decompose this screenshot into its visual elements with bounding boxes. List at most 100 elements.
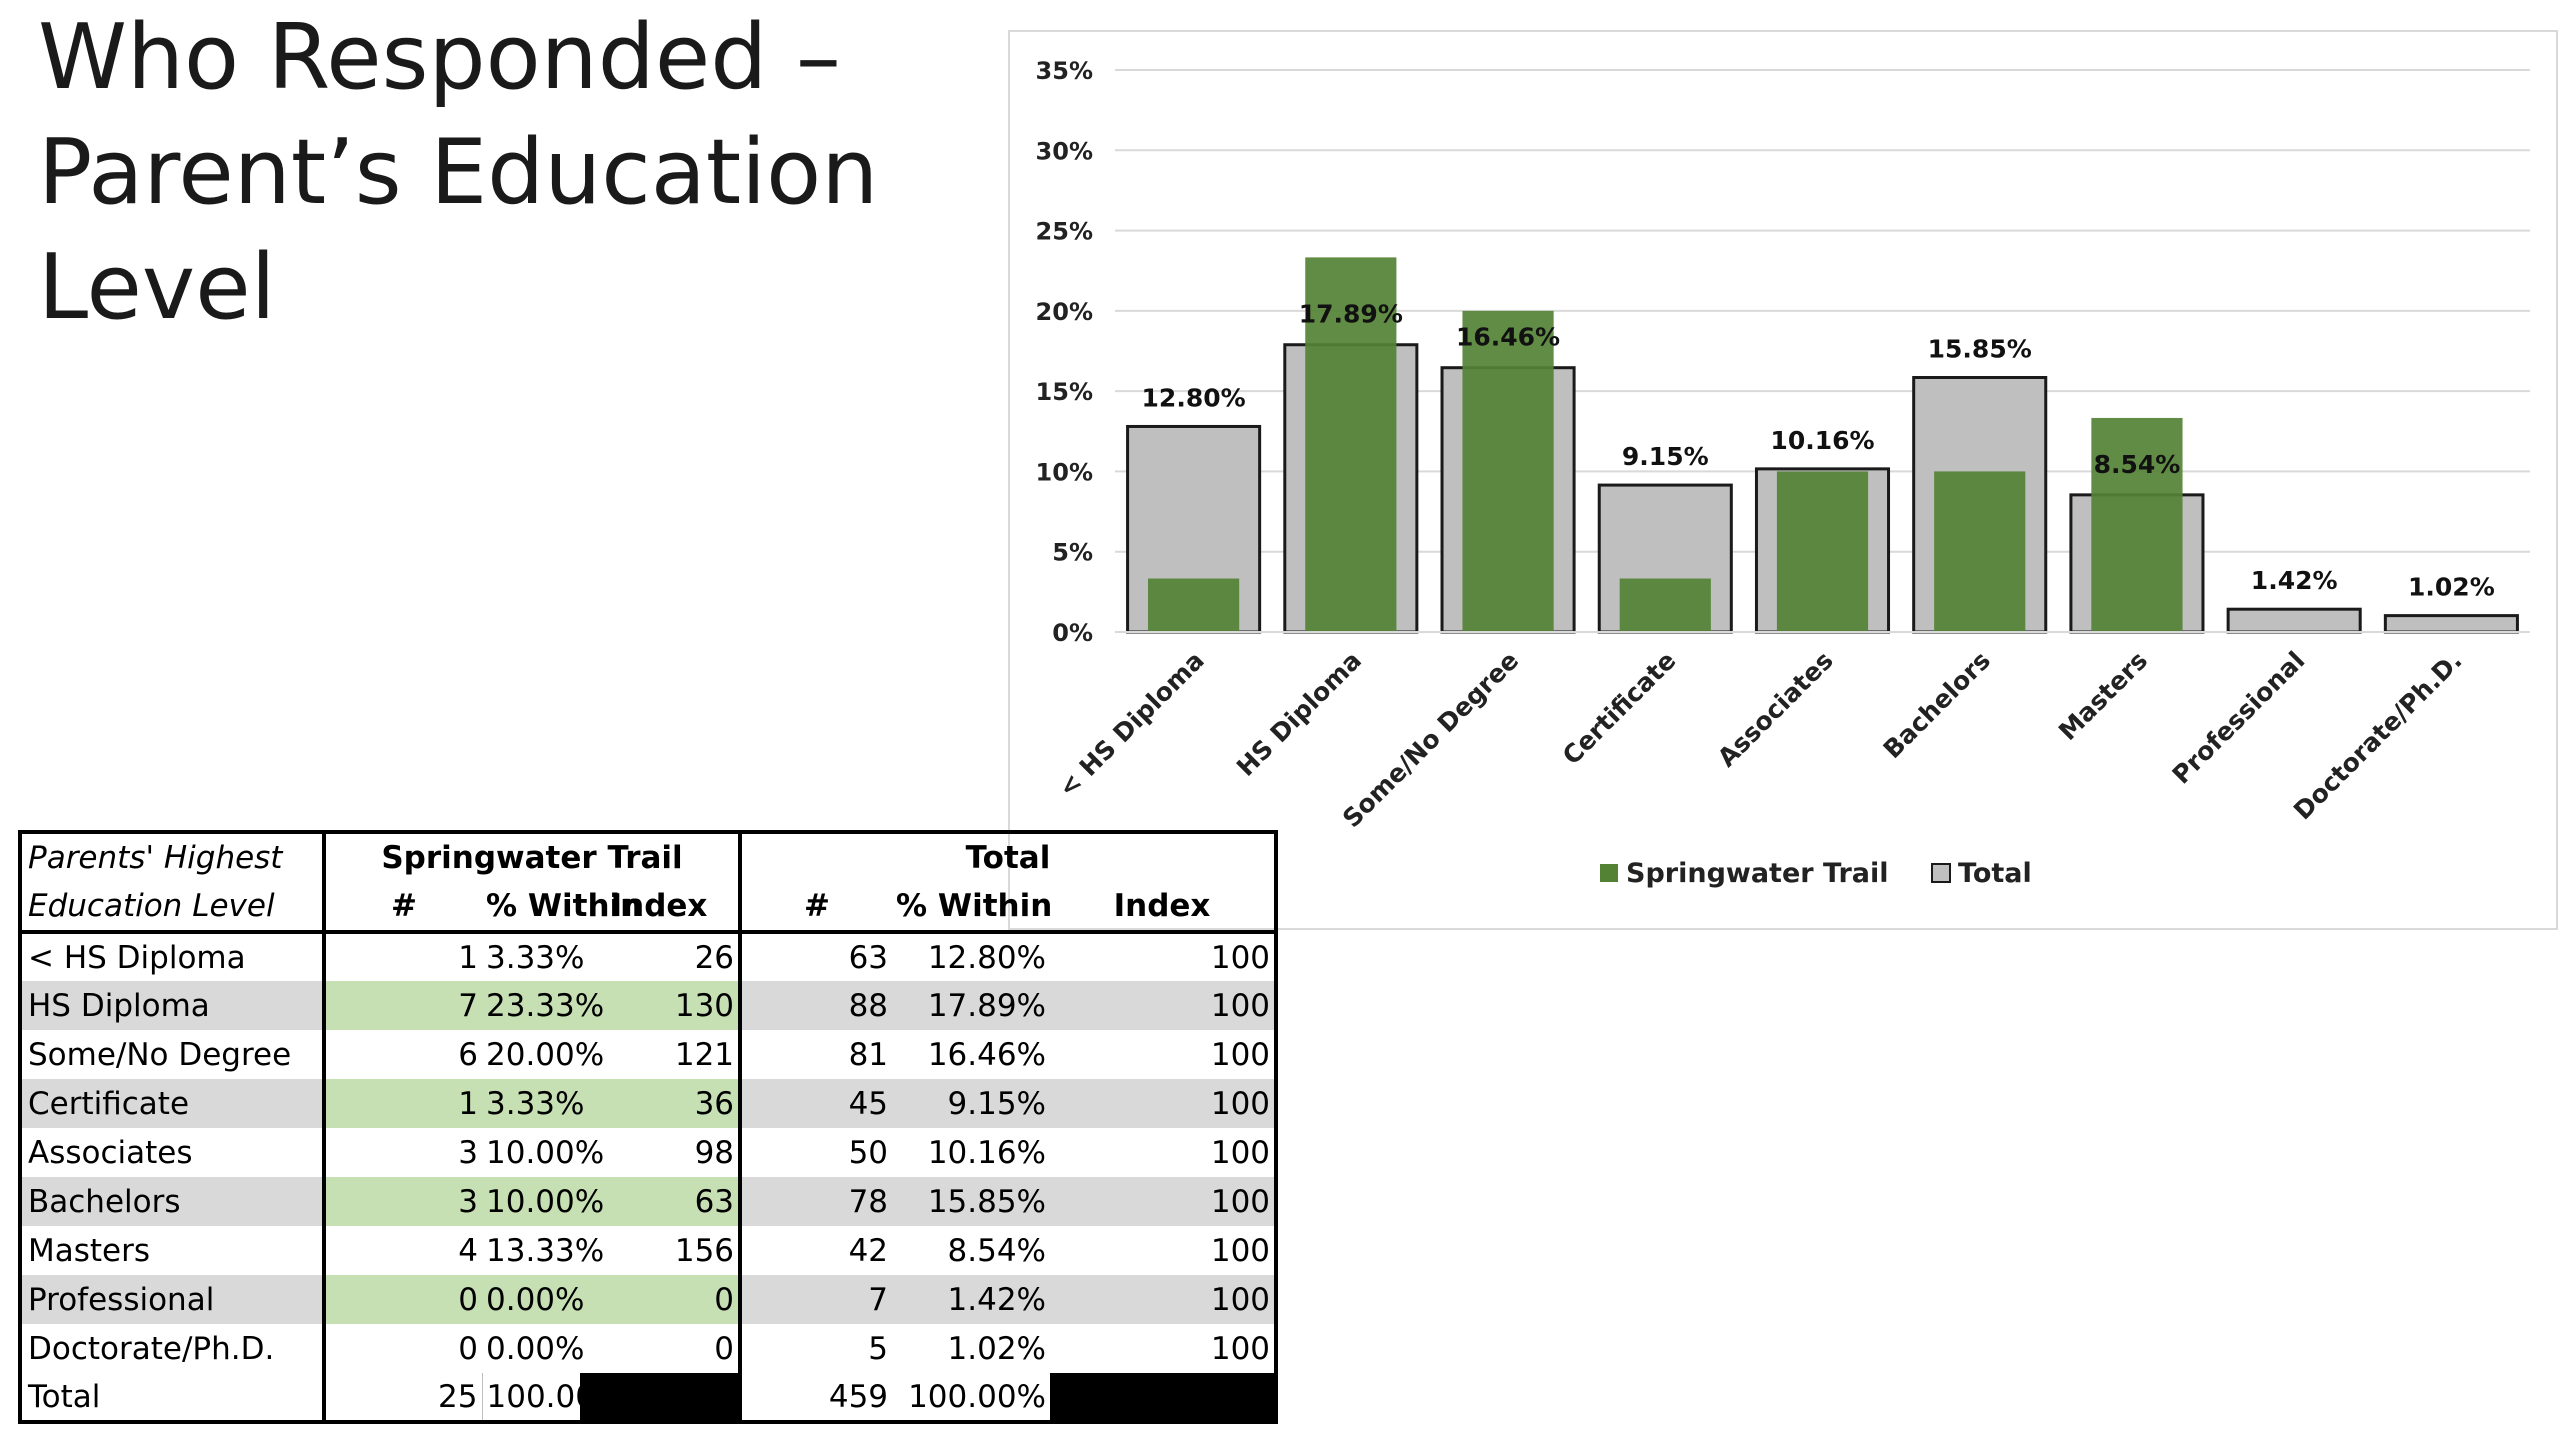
y-tick-label: 30%: [1036, 137, 1093, 165]
table-row: Professional 0 0.00% 0 7 1.42% 100: [20, 1275, 1277, 1324]
sw-index: 63: [580, 1177, 743, 1226]
sw-index: 156: [580, 1226, 743, 1275]
category-label: Masters: [2053, 646, 2153, 746]
row-label: Bachelors: [20, 1177, 326, 1226]
row-label: Doctorate/Ph.D.: [20, 1324, 326, 1373]
t-within: 10.16%: [927, 1134, 1047, 1171]
data-label: 1.02%: [2408, 573, 2495, 602]
col-header-sw-within: % Within: [482, 882, 642, 934]
t-within: 15.85%: [892, 1177, 1051, 1226]
total-t-within: 100.00%: [908, 1378, 1047, 1415]
t-count: 63: [848, 939, 889, 976]
t-index: 100: [1050, 981, 1277, 1030]
t-index: 100: [1050, 1177, 1277, 1226]
category-label: HS Diploma: [1231, 646, 1367, 782]
t-count: 45: [740, 1079, 893, 1128]
legend-swatch: [1931, 863, 1951, 883]
sw-count: 4: [458, 1232, 478, 1269]
t-count: 88: [740, 981, 893, 1030]
col-header-sw-index: Index: [580, 882, 743, 934]
t-within: 12.80%: [927, 939, 1047, 976]
t-index: 100: [1210, 1036, 1271, 1073]
total-sw-index-blank: [580, 1373, 743, 1422]
table-row: Certificate 1 3.33% 36 45 9.15% 100: [20, 1079, 1277, 1128]
row-label: Some/No Degree: [20, 1030, 326, 1079]
springwater-bar: [1462, 310, 1554, 632]
table-row: Doctorate/Ph.D. 0 0.00% 0 5 1.02% 100: [20, 1324, 1276, 1373]
total-t-index-blank: [1050, 1373, 1277, 1422]
total-sw-count: 25: [324, 1373, 483, 1422]
legend-label: Total: [1958, 858, 2032, 889]
group-header-springwater: Springwater Trail: [324, 832, 743, 882]
chart-frame: 0% 5% 10% 15% 20% 25% 30% 35% 12.80% < HS Diploma…: [1008, 30, 2558, 930]
legend-swatch: [1600, 864, 1618, 882]
data-label: 12.80%: [1142, 383, 1246, 412]
education-table: Parents' Highest Springwater Trail Total…: [18, 830, 1279, 1424]
y-tick-label: 5%: [1052, 539, 1093, 567]
sw-within: 3.33%: [482, 1079, 584, 1128]
row-label: Professional: [20, 1275, 326, 1324]
springwater-bar: [1619, 578, 1711, 632]
t-count: 7: [740, 1275, 893, 1324]
table-row: Bachelors 3 10.00% 63 78 15.85% 100: [20, 1177, 1277, 1226]
row-label: Certificate: [20, 1079, 326, 1128]
sw-within: 13.33%: [486, 1232, 605, 1269]
table-row: Associates 3 10.00% 98 50 10.16% 100: [20, 1128, 1276, 1177]
col-header-t-count: #: [740, 882, 893, 934]
category-label: Certificate: [1557, 646, 1682, 771]
table-row: < HS Diploma 1 3.33% 26 63 12.80% 100: [20, 932, 1276, 981]
springwater-bar: [1776, 471, 1869, 632]
row-label: < HS Diploma: [20, 932, 326, 981]
sw-count: 1: [324, 1079, 482, 1128]
y-tick-label: 15%: [1036, 378, 1093, 406]
sw-count: 6: [458, 1036, 478, 1073]
y-tick-label: 35%: [1036, 57, 1093, 85]
t-within: 9.15%: [892, 1079, 1051, 1128]
t-count: 42: [848, 1232, 889, 1269]
t-within: 8.54%: [947, 1232, 1047, 1269]
data-label: 1.42%: [2251, 566, 2338, 595]
table-row: Masters 4 13.33% 156 42 8.54% 100: [20, 1226, 1276, 1275]
springwater-bar: [1934, 471, 2026, 632]
sw-count: 7: [324, 981, 482, 1030]
t-index: 100: [1050, 1079, 1277, 1128]
sw-within: 3.33%: [486, 939, 585, 976]
row-header-line2: Education Level: [20, 882, 326, 934]
sw-count: 0: [324, 1275, 482, 1324]
t-within: 17.89%: [892, 981, 1051, 1030]
col-header-t-index: Index: [1050, 882, 1277, 934]
t-index: 100: [1210, 1232, 1271, 1269]
row-label: Associates: [20, 1128, 326, 1177]
total-sw-within: 100.00%: [486, 1378, 625, 1415]
total-label: Total: [20, 1373, 326, 1422]
title-line-1: Who Responded –: [38, 5, 841, 110]
t-count: 50: [848, 1134, 889, 1171]
y-tick-label: 0%: [1052, 619, 1093, 647]
sw-within: 10.00%: [482, 1177, 604, 1226]
table-row: HS Diploma 7 23.33% 130 88 17.89% 100: [20, 981, 1277, 1030]
data-label: 8.54%: [2094, 450, 2181, 479]
t-index: 100: [1210, 1330, 1271, 1367]
springwater-bar: [1305, 257, 1397, 632]
row-label: Masters: [20, 1226, 326, 1275]
t-count: 78: [740, 1177, 893, 1226]
data-label: 17.89%: [1299, 300, 1403, 329]
sw-index: 121: [580, 1030, 743, 1079]
y-tick-label: 25%: [1036, 218, 1093, 246]
t-within: 16.46%: [927, 1036, 1047, 1073]
y-tick-label: 20%: [1036, 298, 1093, 326]
sw-within: 0.00%: [482, 1275, 584, 1324]
data-label: 16.46%: [1456, 323, 1560, 352]
sw-index: 98: [580, 1128, 743, 1177]
table-body: < HS Diploma 1 3.33% 26 63 12.80% 100 HS Diplom…: [20, 932, 1277, 1422]
sw-count: 3: [458, 1134, 478, 1171]
sw-within: 0.00%: [486, 1330, 585, 1367]
title-line-2: Parent’s Education: [38, 120, 879, 225]
category-label: Doctorate/Ph.D.: [2288, 646, 2468, 826]
group-header-total: Total: [965, 840, 1051, 876]
title-line-3: Level: [38, 235, 276, 340]
t-index: 100: [1050, 1275, 1277, 1324]
total-bar: [2226, 607, 2362, 634]
category-label: Bachelors: [1878, 646, 1996, 764]
t-within: 1.02%: [947, 1330, 1047, 1367]
